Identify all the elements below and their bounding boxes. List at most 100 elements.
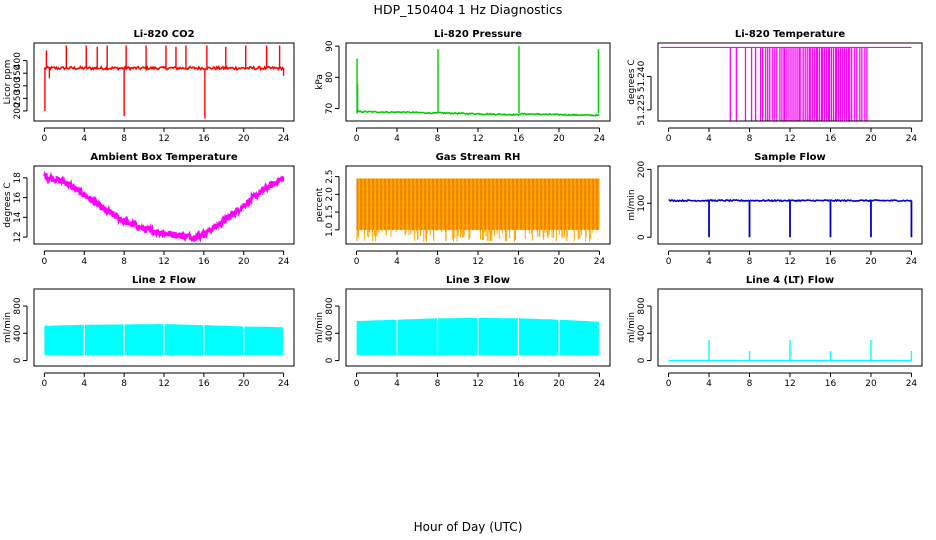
y-axis: 1.0 1.5 2.0 2.5 bbox=[325, 169, 340, 237]
y-tick-label: 2.0 bbox=[325, 187, 335, 202]
y-tick-label: 51.225 bbox=[637, 94, 647, 126]
y-tick-label: 100 bbox=[637, 194, 647, 211]
panel-title: Gas Stream RH bbox=[436, 152, 521, 163]
y-tick-label: 200 bbox=[13, 102, 23, 119]
y-axis: 12 14 16 18 bbox=[13, 172, 28, 243]
x-tick-label: 20 bbox=[553, 134, 565, 144]
x-tick-label: 20 bbox=[865, 379, 877, 389]
y-axis: 51.225 51.240 bbox=[637, 60, 652, 126]
plot-frame bbox=[345, 165, 611, 245]
figure-xlabel: Hour of Day (UTC) bbox=[414, 520, 523, 534]
y-tick-label: 800 bbox=[13, 297, 23, 314]
y-tick-label: 16 bbox=[13, 192, 23, 204]
y-axis: 0 400 800 bbox=[637, 297, 652, 363]
x-tick-label: 20 bbox=[865, 257, 877, 267]
plot-frame bbox=[33, 165, 295, 245]
panel-5: Sample Flow ml/min 0 4 8 12 16 20 24 0 100 200 bbox=[627, 152, 923, 267]
x-tick-label: 12 bbox=[472, 379, 483, 389]
y-tick-label: 80 bbox=[325, 71, 335, 83]
x-tick-label: 20 bbox=[553, 379, 565, 389]
y-axis-label: ml/min bbox=[3, 312, 13, 343]
y-tick-label: 18 bbox=[13, 172, 23, 184]
y-tick-label: 0 bbox=[637, 234, 647, 240]
x-tick-label: 0 bbox=[354, 379, 360, 389]
panel-0: Li-820 CO2 Licor ppm 0 4 8 12 16 20 24 2002503003… bbox=[3, 29, 295, 144]
x-tick-label: 12 bbox=[472, 257, 483, 267]
panel-title: Line 3 Flow bbox=[446, 275, 510, 286]
y-tick-label: 0 bbox=[325, 357, 335, 363]
x-tick-label: 12 bbox=[784, 257, 795, 267]
panel-8: Line 4 (LT) Flow ml/min 0 4 8 12 16 20 24 0 400 800 bbox=[627, 275, 923, 389]
panel-title: Ambient Box Temperature bbox=[90, 152, 237, 163]
x-tick-label: 24 bbox=[594, 257, 606, 267]
panel-1: Li-820 Pressure kPa 0 4 8 12 16 20 24 70 80 90 bbox=[315, 29, 611, 144]
x-tick-label: 16 bbox=[825, 379, 837, 389]
x-tick-label: 0 bbox=[666, 134, 672, 144]
panel-3: Ambient Box Temperature degrees C 0 4 8 12 16 2… bbox=[3, 152, 295, 267]
x-axis: 0 4 8 12 16 20 24 bbox=[354, 372, 606, 389]
series-line bbox=[43, 64, 285, 72]
y-tick-label: 2.5 bbox=[325, 169, 335, 183]
y-tick-label: 1.0 bbox=[325, 222, 335, 237]
panel-title: Li-820 Temperature bbox=[735, 29, 845, 40]
x-tick-label: 20 bbox=[238, 379, 250, 389]
y-tick-label: 70 bbox=[325, 103, 335, 115]
plot-frame bbox=[345, 288, 611, 367]
x-tick-label: 8 bbox=[435, 379, 441, 389]
x-tick-label: 20 bbox=[238, 134, 250, 144]
x-tick-label: 20 bbox=[553, 257, 565, 267]
x-tick-label: 24 bbox=[278, 379, 290, 389]
series-line bbox=[356, 109, 600, 117]
x-tick-label: 24 bbox=[906, 257, 918, 267]
panel-title: Li-820 CO2 bbox=[133, 29, 194, 40]
x-tick-label: 4 bbox=[81, 134, 87, 144]
x-tick-label: 8 bbox=[747, 257, 753, 267]
x-tick-label: 24 bbox=[594, 134, 606, 144]
y-axis-label: degrees C bbox=[627, 59, 637, 104]
y-tick-label: 90 bbox=[325, 40, 335, 52]
y-axis-label: kPa bbox=[315, 74, 325, 90]
y-tick-label: 12 bbox=[13, 231, 23, 242]
x-tick-label: 0 bbox=[42, 379, 48, 389]
x-axis: 0 4 8 12 16 20 24 bbox=[42, 372, 290, 389]
x-tick-label: 4 bbox=[706, 379, 712, 389]
y-tick-label: 800 bbox=[325, 297, 335, 314]
y-tick-label: 300 bbox=[13, 77, 23, 94]
x-tick-label: 4 bbox=[394, 257, 400, 267]
x-tick-label: 20 bbox=[865, 134, 877, 144]
x-tick-label: 4 bbox=[394, 379, 400, 389]
series bbox=[43, 170, 285, 243]
panel-title: Li-820 Pressure bbox=[434, 29, 522, 40]
y-axis-label: ml/min bbox=[627, 189, 637, 220]
y-axis: 70 80 90 bbox=[325, 40, 340, 115]
series bbox=[356, 46, 600, 117]
x-tick-label: 24 bbox=[906, 379, 918, 389]
x-axis: 0 4 8 12 16 20 24 bbox=[354, 127, 606, 144]
x-tick-label: 12 bbox=[158, 257, 169, 267]
x-axis: 0 4 8 12 16 20 24 bbox=[42, 250, 290, 267]
y-axis-label: ml/min bbox=[315, 312, 325, 343]
x-tick-label: 0 bbox=[666, 257, 672, 267]
plot-frame bbox=[33, 288, 295, 367]
x-tick-label: 12 bbox=[158, 379, 169, 389]
x-axis: 0 4 8 12 16 20 24 bbox=[42, 127, 290, 144]
x-tick-label: 0 bbox=[42, 257, 48, 267]
x-tick-label: 24 bbox=[594, 379, 606, 389]
panel-title: Line 4 (LT) Flow bbox=[746, 275, 834, 286]
x-tick-label: 12 bbox=[784, 379, 795, 389]
series bbox=[668, 340, 913, 362]
x-tick-label: 4 bbox=[394, 134, 400, 144]
x-tick-label: 16 bbox=[825, 134, 837, 144]
y-axis: 0 100 200 bbox=[637, 161, 652, 240]
x-tick-label: 16 bbox=[513, 257, 525, 267]
panel-6: Line 2 Flow ml/min 0 4 8 12 16 20 24 0 400 800 bbox=[3, 275, 295, 389]
y-tick-label: 350 bbox=[13, 64, 23, 81]
x-tick-label: 8 bbox=[121, 134, 127, 144]
y-tick-label: 400 bbox=[13, 324, 23, 341]
x-tick-label: 8 bbox=[747, 134, 753, 144]
x-tick-label: 24 bbox=[906, 134, 918, 144]
y-tick-label: 1.5 bbox=[325, 205, 335, 219]
x-tick-label: 4 bbox=[81, 379, 87, 389]
